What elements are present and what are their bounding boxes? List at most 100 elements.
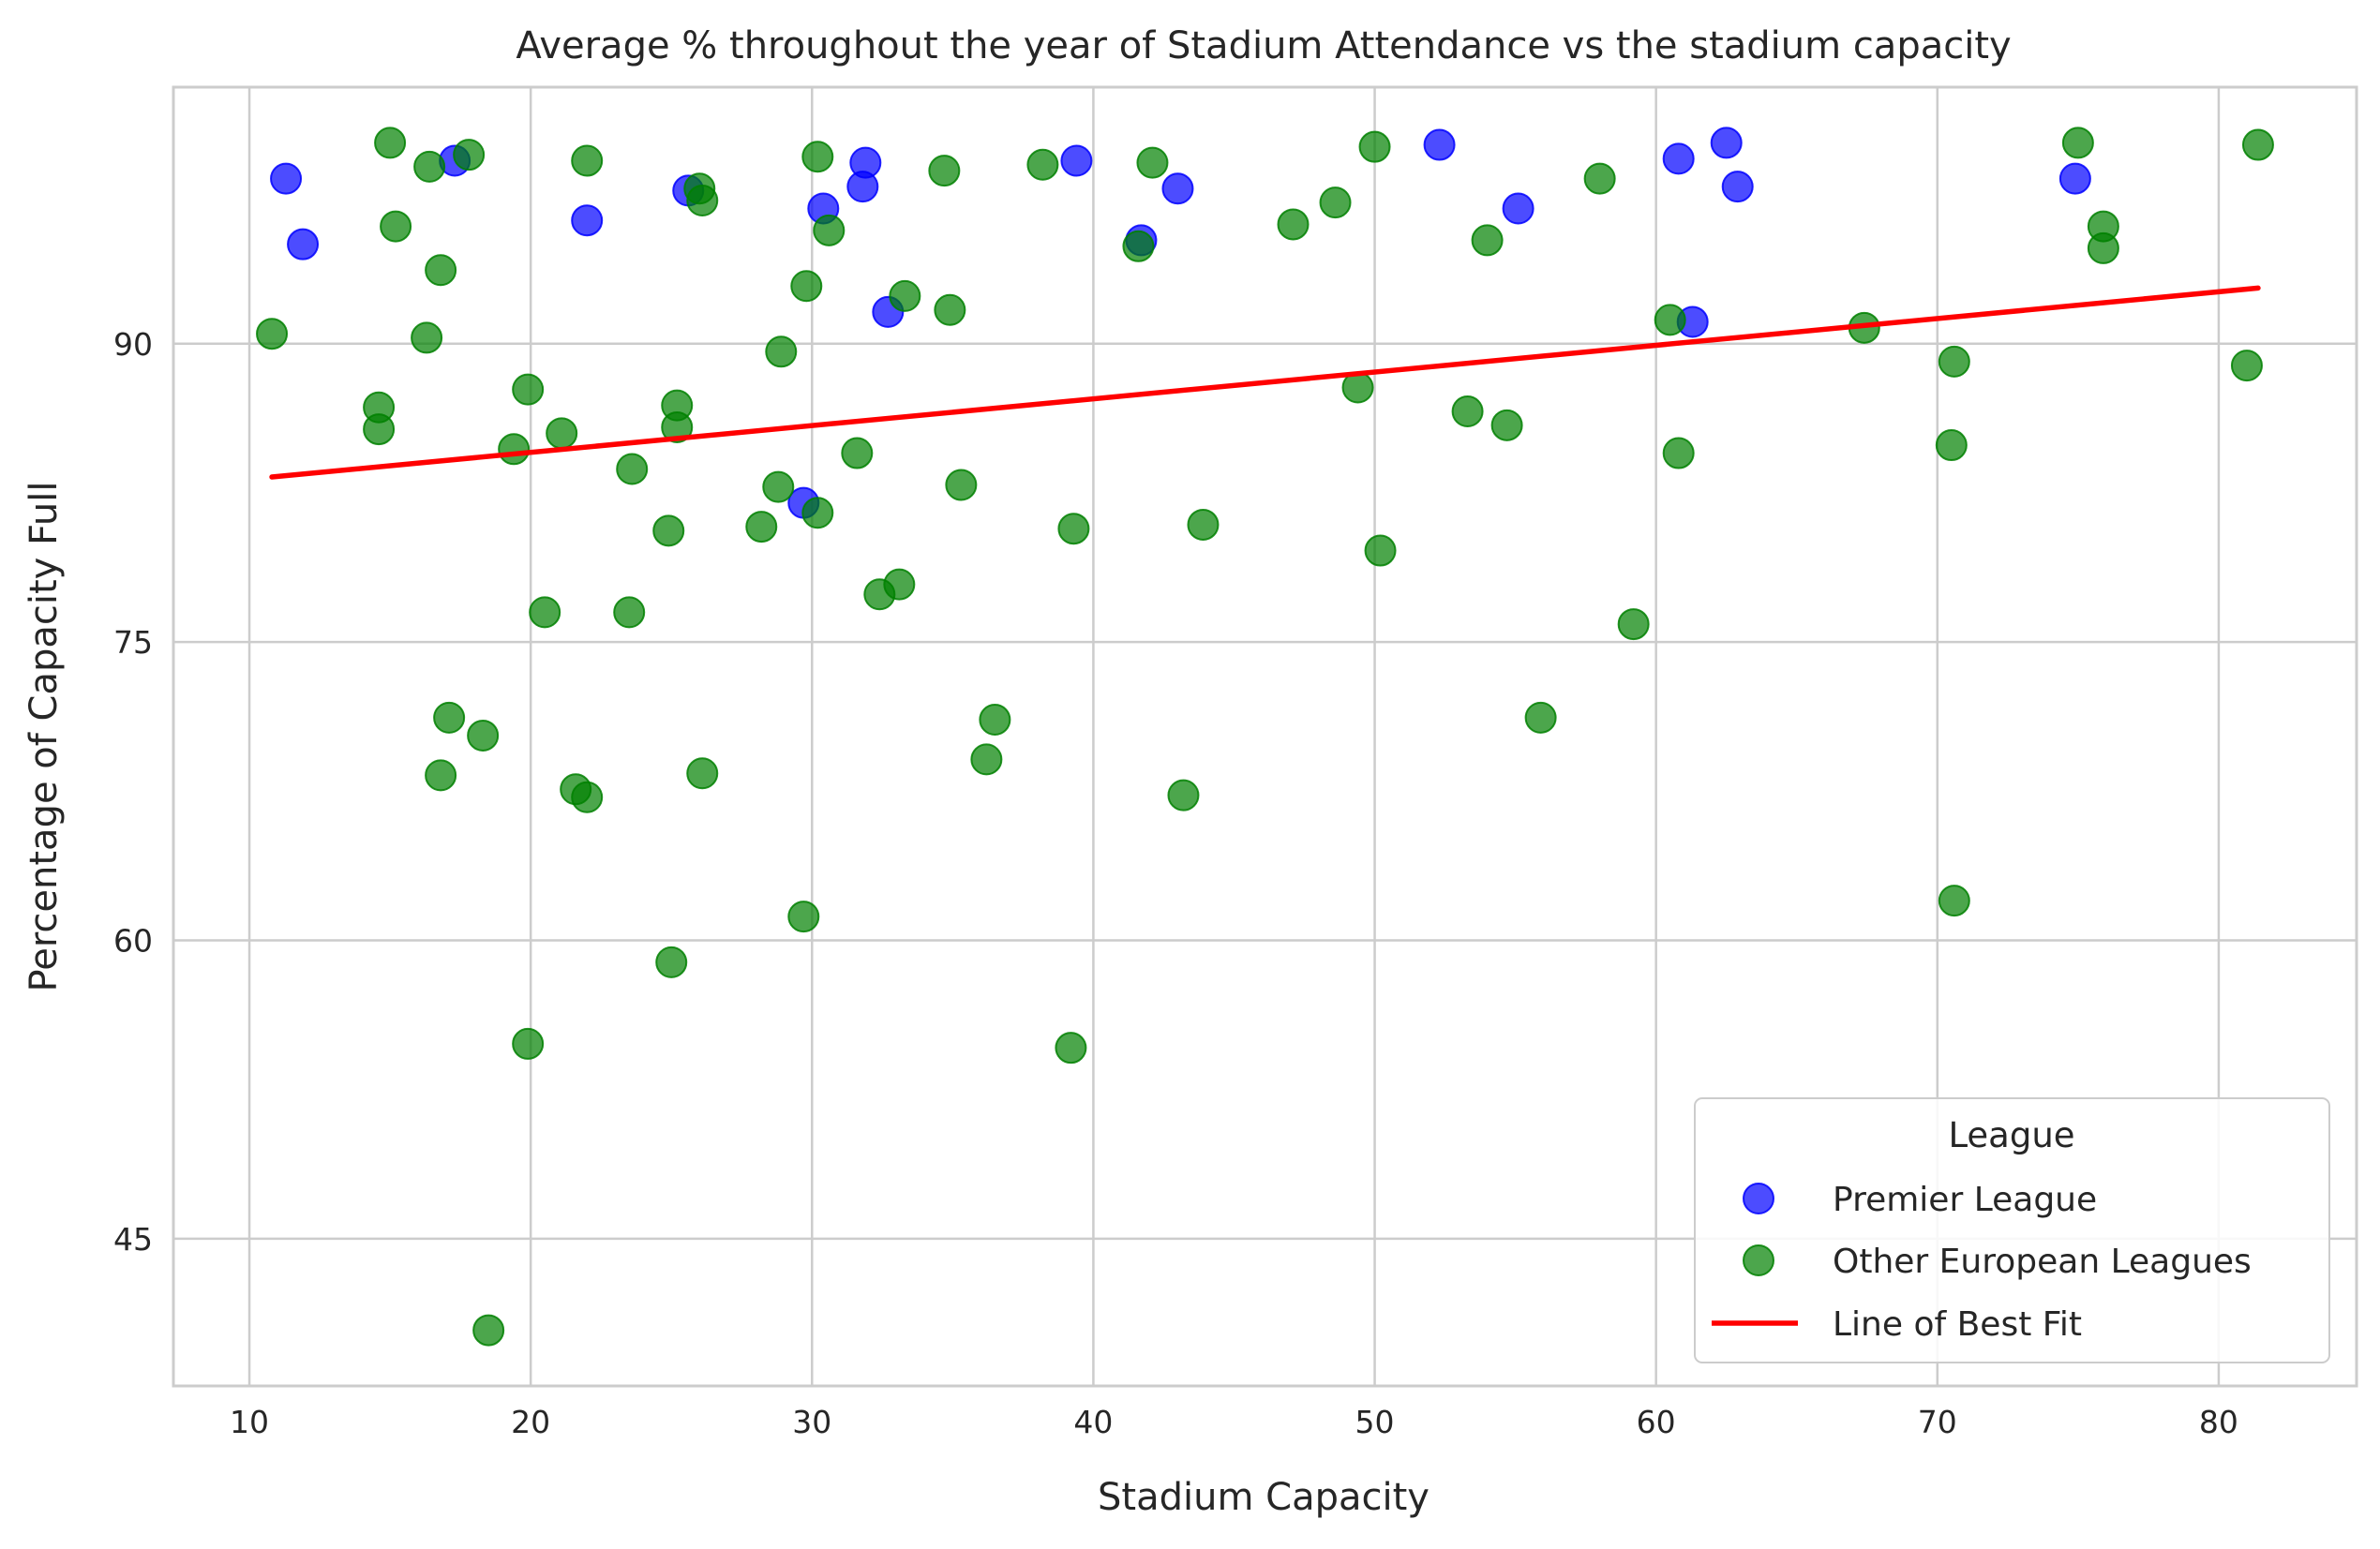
other-league-point	[453, 139, 486, 171]
other-league-point	[765, 335, 798, 368]
other-league-point	[571, 144, 604, 177]
premier-league-point	[1161, 172, 1194, 205]
legend-label: Other European Leagues	[1833, 1243, 2252, 1281]
y-tick-label: 75	[113, 624, 153, 661]
other-league-point	[512, 1027, 545, 1060]
premier-league-point	[1423, 128, 1456, 161]
other-league-point	[1654, 304, 1686, 336]
premier-league-point	[849, 146, 882, 179]
other-league-point	[790, 270, 823, 303]
other-league-point	[1057, 513, 1090, 545]
other-league-point	[467, 719, 500, 752]
legend-label: Line of Best Fit	[1833, 1305, 2082, 1344]
other-league-point	[529, 596, 561, 629]
premier-league-point	[1721, 171, 1754, 203]
other-league-point	[1583, 162, 1616, 195]
other-league-point	[1055, 1032, 1087, 1065]
x-tick-label: 60	[1637, 1404, 1676, 1440]
other-league-point	[2087, 231, 2119, 264]
other-league-point	[883, 568, 916, 601]
other-league-point	[1938, 345, 1970, 378]
other-league-point	[652, 514, 685, 547]
other-league-point	[616, 453, 649, 485]
other-league-point	[945, 469, 978, 501]
other-league-point	[1617, 608, 1650, 641]
premier-league-point	[270, 162, 303, 195]
legend-label: Premier League	[1833, 1181, 2097, 1219]
other-league-point	[970, 743, 1003, 776]
other-league-point	[934, 293, 966, 326]
premier-league-point	[1060, 144, 1093, 177]
other-league-point	[1358, 130, 1391, 163]
other-league-point	[979, 703, 1011, 736]
other-league-point	[655, 946, 688, 978]
other-league-point	[363, 413, 396, 446]
legend-marker-other	[1743, 1244, 1774, 1276]
chart-title: Average % throughout the year of Stadium…	[516, 24, 2011, 67]
legend-marker-premier	[1743, 1183, 1774, 1214]
other-league-point	[472, 1314, 505, 1347]
x-axis-label: Stadium Capacity	[1098, 1476, 1429, 1519]
other-league-point	[571, 781, 604, 813]
other-league-point	[413, 150, 446, 183]
other-league-point	[762, 470, 795, 503]
other-league-point	[380, 210, 412, 243]
other-league-point	[512, 373, 545, 406]
other-league-point	[2241, 128, 2274, 161]
legend-title: League	[1948, 1115, 2074, 1155]
legend: League Premier League Other European Leag…	[1694, 1097, 2330, 1363]
other-league-point	[745, 511, 778, 544]
y-tick-label: 90	[113, 326, 153, 363]
other-league-point	[546, 417, 578, 450]
best-fit-line	[269, 285, 2261, 480]
other-league-point	[1935, 429, 1968, 462]
y-axis-label: Percentage of Capacity Full	[22, 482, 66, 992]
x-tick-label: 70	[1918, 1404, 1957, 1440]
y-tick-label: 60	[113, 923, 153, 960]
other-league-point	[1938, 885, 1970, 917]
x-tick-label: 30	[792, 1404, 831, 1440]
plot-frame	[172, 85, 2358, 1388]
y-tick-labels: 45 60 75 90	[113, 326, 153, 1258]
other-league-point	[2230, 350, 2263, 382]
premier-league-point	[1662, 142, 1695, 175]
x-tick-label: 80	[2199, 1404, 2238, 1440]
other-league-point	[686, 184, 719, 216]
other-league-point	[613, 596, 646, 629]
other-league-point	[1277, 208, 1310, 241]
other-league-point	[1136, 146, 1169, 179]
other-league-point	[1122, 230, 1155, 262]
other-league-point	[411, 321, 443, 354]
x-tick-label: 40	[1073, 1404, 1113, 1440]
other-league-point	[498, 433, 531, 466]
other-league-point	[433, 701, 466, 734]
premier-league-point	[2058, 162, 2091, 195]
grid-lines	[173, 87, 2357, 1386]
other-league-point	[1319, 186, 1352, 219]
other-league-point	[801, 497, 834, 529]
legend-box	[1694, 1097, 2330, 1363]
x-tick-labels: 10 20 30 40 50 60 70 80	[230, 1404, 2238, 1440]
premier-league-point	[287, 228, 320, 261]
other-league-point	[425, 254, 457, 287]
other-league-point	[889, 279, 921, 312]
other-league-point	[1662, 437, 1695, 469]
other-league-point	[1026, 148, 1059, 181]
x-tick-label: 20	[511, 1404, 550, 1440]
y-tick-label: 45	[113, 1221, 153, 1258]
other-league-point	[1490, 409, 1523, 441]
x-tick-label: 50	[1355, 1404, 1395, 1440]
other-league-point	[374, 127, 407, 159]
premier-league-point	[571, 204, 604, 237]
other-league-point	[1187, 508, 1220, 541]
legend-items: Premier League Other European Leagues Line…	[1712, 1181, 2252, 1344]
other-league-point	[1451, 395, 1484, 427]
other-league-point	[787, 901, 820, 933]
other-league-point	[1167, 779, 1200, 812]
other-league-point	[1364, 534, 1397, 567]
other-league-point	[425, 759, 457, 792]
other-league-point	[841, 437, 874, 469]
data-marks	[256, 127, 2274, 1347]
premier-league-point	[1710, 127, 1743, 159]
